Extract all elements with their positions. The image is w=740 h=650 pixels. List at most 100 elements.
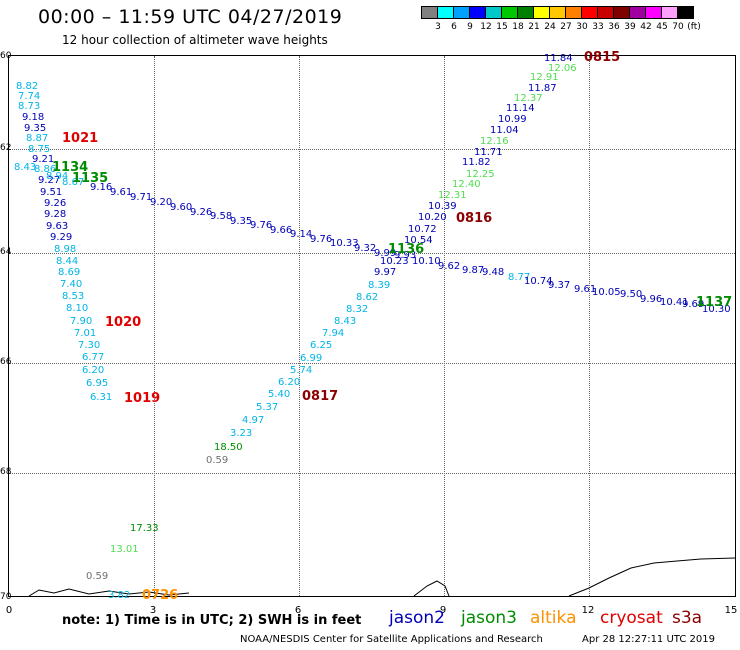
x-tick-label: 12 (581, 605, 595, 616)
swh-value-label: 9.61 (110, 187, 133, 198)
swh-value-label: 9.16 (90, 182, 113, 193)
legend-item-altika: altika (530, 608, 577, 628)
colorbar-label: 70 (672, 22, 684, 32)
pass-time-label: 1021 (62, 131, 99, 146)
colorbar-swatch (533, 6, 550, 19)
pass-time-label: 0726 (142, 588, 179, 603)
pass-time-label: 0816 (456, 211, 493, 226)
colorbar-label: 18 (512, 22, 524, 32)
page-title: 00:00 – 11:59 UTC 04/27/2019 (38, 6, 343, 28)
swh-value-label: 6.20 (82, 365, 105, 376)
grid-line (589, 56, 590, 596)
swh-value-label: 5.37 (256, 402, 279, 413)
swh-value-label: 10.23 (380, 256, 409, 267)
swh-value-label: 10.30 (702, 304, 731, 315)
swh-value-label: 8.69 (58, 267, 81, 278)
colorbar-label: 36 (608, 22, 620, 32)
swh-value-label: 10.54 (404, 235, 433, 246)
swh-value-label: 8.75 (28, 144, 51, 155)
swh-value-label: 11.71 (474, 147, 503, 158)
swh-value-label: 6.95 (86, 378, 109, 389)
swh-value-label: 8.87 (26, 133, 49, 144)
swh-value-label: 9.37 (548, 280, 571, 291)
y-tick-label: 62 (0, 143, 12, 153)
x-tick-label: 6 (294, 605, 302, 616)
swh-value-label: 9.87 (462, 265, 485, 276)
colorbar-label: 24 (544, 22, 556, 32)
colorbar-label: 3 (435, 22, 441, 32)
colorbar-label: 39 (624, 22, 636, 32)
swh-value-label: 12.06 (548, 63, 577, 74)
colorbar-swatch (437, 6, 454, 19)
swh-value-label: 4.97 (242, 415, 265, 426)
swh-value-label: 7.94 (322, 328, 345, 339)
swh-value-label: 9.62 (438, 261, 461, 272)
map-plot-area (8, 55, 736, 597)
swh-value-label: 10.72 (408, 224, 437, 235)
colorbar-label: 42 (640, 22, 652, 32)
swh-value-label: 8.77 (508, 272, 531, 283)
colorbar-label: 21 (528, 22, 540, 32)
colorbar-swatch (629, 6, 646, 19)
swh-value-label: 12.91 (530, 72, 559, 83)
pass-time-label: 1019 (124, 391, 161, 406)
x-tick-label: 15 (724, 605, 738, 616)
swh-value-label: 9.96 (640, 294, 663, 305)
swh-value-label: 9.26 (44, 198, 67, 209)
swh-value-label: 9.20 (150, 197, 173, 208)
colorbar-label: 33 (592, 22, 604, 32)
swh-value-label: 17.33 (130, 523, 159, 534)
grid-line (9, 473, 735, 474)
swh-value-label: 9.60 (170, 202, 193, 213)
grid-line (9, 253, 735, 254)
swh-value-label: 10.99 (498, 114, 527, 125)
swh-value-label: 9.76 (310, 234, 333, 245)
y-tick-label: 68 (0, 467, 12, 477)
swh-value-label: 9.71 (130, 192, 153, 203)
colorbar-label: 15 (496, 22, 508, 32)
colorbar-swatch (453, 6, 470, 19)
grid-line (154, 56, 155, 596)
colorbar (421, 6, 694, 19)
y-tick-label: 66 (0, 357, 12, 367)
colorbar-label: 45 (656, 22, 668, 32)
swh-value-label: 9.76 (250, 220, 273, 231)
swh-value-label: 10.39 (428, 201, 457, 212)
pass-time-label: 1134 (52, 160, 89, 175)
swh-value-label: 12.37 (514, 93, 543, 104)
grid-line (444, 56, 445, 596)
swh-value-label: 10.41 (660, 297, 689, 308)
swh-value-label: 0.59 (206, 455, 229, 466)
swh-value-label: 6.77 (82, 352, 105, 363)
swh-value-label: 9.14 (290, 229, 313, 240)
swh-value-label: 9.93 (394, 250, 417, 261)
colorbar-swatch (517, 6, 534, 19)
colorbar-label: 27 (560, 22, 572, 32)
colorbar-swatch (677, 6, 694, 19)
pass-time-label: 0815 (584, 50, 621, 65)
swh-value-label: 8.73 (18, 101, 41, 112)
colorbar-swatch (565, 6, 582, 19)
swh-value-label: 3.82 (108, 590, 131, 601)
pass-time-label: 0817 (302, 389, 339, 404)
colorbar-label: 9 (467, 22, 473, 32)
swh-value-label: 12.25 (466, 169, 495, 180)
colorbar-swatch (421, 6, 438, 19)
swh-value-label: 11.14 (506, 103, 535, 114)
swh-value-label: 13.01 (110, 544, 139, 555)
colorbar-swatch (645, 6, 662, 19)
colorbar-swatch (581, 6, 598, 19)
units-note: note: 1) Time is in UTC; 2) SWH is in fe… (62, 613, 362, 628)
swh-value-label: 0.59 (86, 571, 109, 582)
swh-value-label: 9.50 (620, 289, 643, 300)
swh-value-label: 5.40 (268, 389, 291, 400)
legend-item-s3a: s3a (672, 608, 703, 628)
colorbar-swatch (613, 6, 630, 19)
swh-value-label: 9.97 (374, 267, 397, 278)
swh-value-label: 12.40 (452, 179, 481, 190)
colorbar-swatch (485, 6, 502, 19)
pass-time-label: 1137 (696, 295, 733, 310)
grid-line (299, 56, 300, 596)
legend-item-jason2: jason2 (389, 608, 445, 628)
